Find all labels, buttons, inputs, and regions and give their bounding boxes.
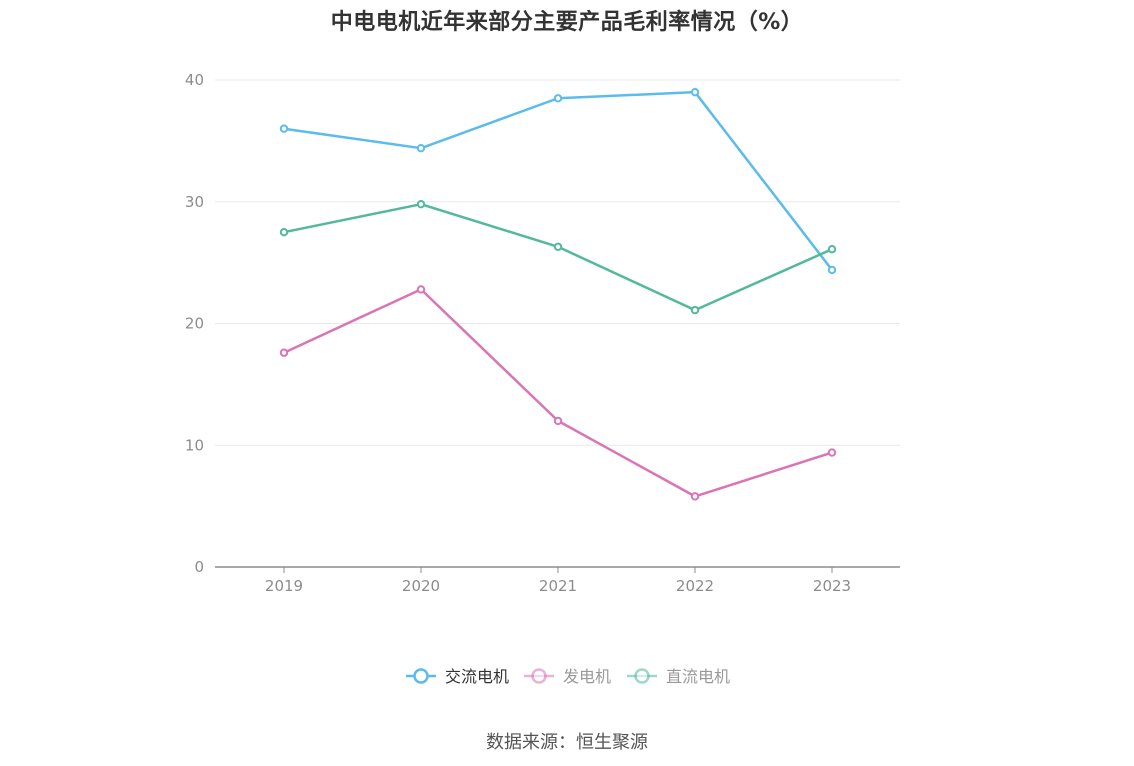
y-tick-label: 30: [185, 193, 204, 211]
legend-label: 交流电机: [445, 667, 509, 686]
series-2: [279, 199, 837, 315]
data-point[interactable]: [279, 227, 289, 237]
axes: 0 10 20 30 40 2019 2020 2021 2022 2023: [185, 71, 900, 595]
y-tick-label: 20: [185, 315, 204, 333]
series-0: [279, 87, 837, 275]
x-tick-label: 2022: [676, 577, 714, 595]
data-point[interactable]: [553, 242, 563, 251]
x-tick-label: 2023: [813, 577, 851, 595]
x-tick-label: 2019: [265, 577, 303, 595]
data-point[interactable]: [416, 285, 426, 294]
series-1: [279, 285, 837, 501]
chart-title: 中电电机近年来部分主要产品毛利率情况（%）: [330, 10, 804, 35]
series-lines: [279, 87, 837, 501]
legend: 交流电机 发电机 直流电机: [406, 667, 730, 686]
data-point[interactable]: [279, 124, 289, 133]
x-tick-label: 2020: [402, 577, 440, 595]
data-point[interactable]: [279, 348, 289, 357]
legend-label: 直流电机: [666, 667, 730, 686]
chart-source: 数据来源：恒生聚源: [486, 732, 648, 753]
data-point[interactable]: [827, 245, 837, 254]
series-line: [283, 288, 833, 498]
data-point[interactable]: [827, 448, 837, 457]
y-tick-label: 10: [185, 436, 204, 454]
data-point[interactable]: [553, 94, 563, 103]
legend-item[interactable]: 直流电机: [627, 667, 730, 686]
data-point[interactable]: [416, 199, 426, 209]
data-point[interactable]: [827, 265, 837, 275]
data-point[interactable]: [416, 143, 426, 153]
grid-lines: [215, 79, 900, 446]
legend-circle-icon: [413, 668, 429, 684]
data-point[interactable]: [690, 87, 700, 97]
y-tick-label: 40: [185, 71, 204, 89]
x-tick-label: 2021: [539, 577, 577, 595]
legend-circle-icon: [531, 668, 547, 684]
legend-item[interactable]: 交流电机: [406, 667, 509, 686]
legend-label: 发电机: [563, 667, 611, 686]
data-point[interactable]: [553, 416, 563, 426]
legend-circle-icon: [634, 668, 650, 684]
data-point[interactable]: [690, 305, 700, 315]
y-tick-label: 0: [194, 558, 204, 576]
series-line: [283, 202, 833, 312]
legend-item[interactable]: 发电机: [524, 667, 611, 686]
data-point[interactable]: [690, 492, 700, 501]
